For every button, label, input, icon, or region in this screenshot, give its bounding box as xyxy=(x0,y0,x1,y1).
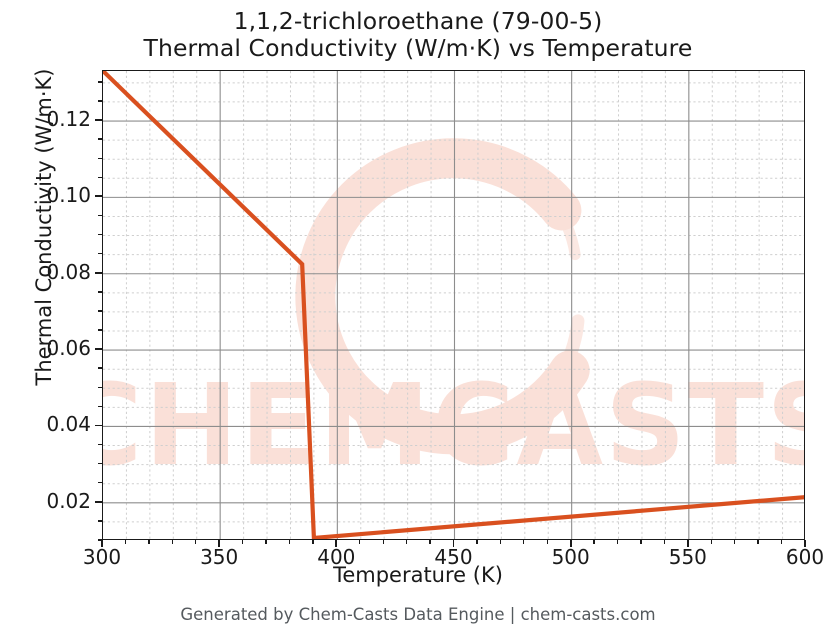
y-tick-minor xyxy=(98,367,102,369)
y-tick-minor xyxy=(98,157,102,159)
y-tick-major xyxy=(95,348,102,351)
x-tick-minor xyxy=(405,540,408,544)
x-tick-major xyxy=(335,540,338,547)
x-tick-label: 350 xyxy=(200,545,239,569)
x-tick-minor xyxy=(640,540,642,544)
chart-subtitle: Thermal Conductivity (W/m·K) vs Temperat… xyxy=(143,34,693,63)
x-tick-minor xyxy=(124,540,127,544)
plot-area: CHEMCASTS xyxy=(102,70,805,540)
y-tick-label: 0.08 xyxy=(46,259,91,284)
y-tick-minor xyxy=(98,176,102,178)
y-tick-minor xyxy=(98,81,102,83)
x-tick-label: 400 xyxy=(317,545,356,569)
y-tick-label: 0.10 xyxy=(46,183,91,208)
y-tick-major xyxy=(95,119,102,121)
x-tick-minor xyxy=(663,540,666,544)
y-tick-label: 0.06 xyxy=(46,336,91,361)
x-tick-label: 600 xyxy=(785,545,825,569)
chart-title-block: 1,1,2-trichloroethane (79-00-5) Thermal … xyxy=(0,7,836,63)
y-tick-minor xyxy=(98,100,102,102)
x-tick-major xyxy=(686,540,689,547)
x-tick-major xyxy=(804,540,806,547)
x-tick-minor xyxy=(265,540,267,544)
y-tick-major xyxy=(95,500,102,503)
x-tick-minor xyxy=(312,540,314,544)
x-tick-minor xyxy=(476,540,478,544)
y-tick-minor xyxy=(98,462,102,465)
y-tick-major xyxy=(95,271,102,274)
x-tick-minor xyxy=(780,540,783,544)
x-tick-minor xyxy=(616,540,619,544)
x-tick-major xyxy=(218,540,221,547)
x-tick-major xyxy=(452,540,455,547)
x-tick-minor xyxy=(499,540,502,544)
x-tick-minor xyxy=(757,540,759,544)
x-tick-label: 450 xyxy=(434,545,473,569)
x-tick-minor xyxy=(710,540,712,544)
x-tick-minor xyxy=(359,540,361,544)
x-tick-label: 500 xyxy=(551,545,590,569)
y-axis-label: Thermal Conductivity (W/m·K) xyxy=(32,68,56,386)
chart-title: 1,1,2-trichloroethane (79-00-5) xyxy=(233,7,603,35)
y-tick-minor xyxy=(98,138,102,140)
x-tick-minor xyxy=(195,540,197,544)
y-tick-minor xyxy=(98,386,102,388)
y-tick-label: 0.04 xyxy=(46,412,91,437)
y-tick-minor xyxy=(98,520,102,522)
y-tick-minor xyxy=(98,405,102,408)
y-tick-minor xyxy=(98,443,102,446)
x-tick-minor xyxy=(593,540,595,544)
x-tick-minor xyxy=(241,540,244,544)
y-tick-minor xyxy=(98,252,102,255)
y-tick-label: 0.02 xyxy=(46,488,91,513)
footer-credit: Generated by Chem-Casts Data Engine | ch… xyxy=(180,605,656,624)
y-tick-minor xyxy=(98,329,102,331)
x-tick-minor xyxy=(429,540,431,544)
y-tick-minor xyxy=(98,482,102,484)
y-tick-minor xyxy=(98,214,102,217)
y-tick-minor xyxy=(98,291,102,293)
data-line-layer xyxy=(103,71,804,539)
x-tick-minor xyxy=(734,540,736,544)
x-axis-label: Temperature (K) xyxy=(333,563,503,587)
y-tick-major xyxy=(95,195,102,198)
x-tick-major xyxy=(101,540,103,547)
x-tick-label: 300 xyxy=(82,545,122,569)
y-tick-major xyxy=(95,424,102,427)
x-tick-minor xyxy=(523,540,525,544)
y-tick-minor xyxy=(98,233,102,236)
y-tick-label: 0.12 xyxy=(46,107,91,132)
x-tick-label: 550 xyxy=(668,545,707,569)
x-tick-minor xyxy=(171,540,173,544)
y-tick-minor xyxy=(98,539,102,541)
x-tick-minor xyxy=(382,540,384,544)
grid-layer xyxy=(103,71,804,539)
x-tick-minor xyxy=(288,540,291,544)
y-tick-minor xyxy=(98,310,102,312)
x-tick-minor xyxy=(546,540,548,544)
x-tick-minor xyxy=(148,540,150,544)
x-tick-major xyxy=(569,540,572,547)
